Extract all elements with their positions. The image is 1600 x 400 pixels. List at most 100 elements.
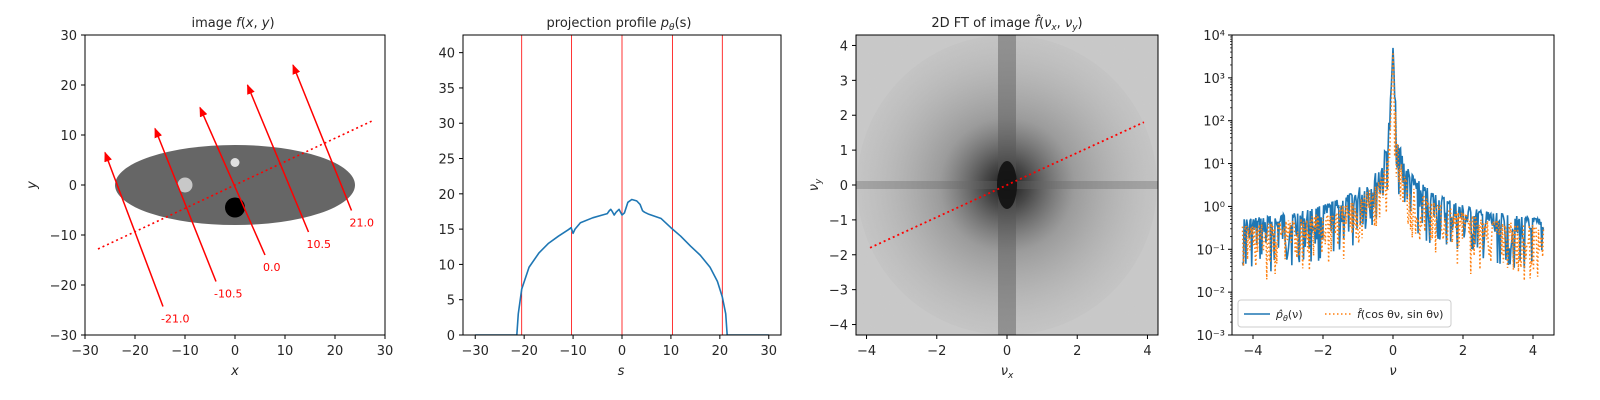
panel-projection-title: projection profile pθ(s) <box>547 16 692 33</box>
y-tick-label: −30 <box>50 329 77 344</box>
y-tick-label: 15 <box>438 223 455 238</box>
y-tick-label: 0 <box>840 179 848 194</box>
y-tick-label: 30 <box>60 29 77 44</box>
y-tick-label: 10⁰ <box>1203 200 1225 215</box>
y-tick-label: 2 <box>840 109 848 124</box>
disc-0 <box>177 177 193 193</box>
image-content <box>97 120 373 250</box>
x-tick-label: 10 <box>663 344 680 359</box>
spectrum-series-0 <box>1241 47 1545 272</box>
y-tick-label: 10⁻² <box>1196 286 1225 301</box>
y-tick-label: 5 <box>447 294 455 309</box>
x-tick-label: 0 <box>1389 344 1397 359</box>
y-tick-label: 10⁻¹ <box>1196 243 1225 258</box>
y-tick-label: −1 <box>829 214 848 229</box>
y-tick-label: 10⁴ <box>1203 29 1225 44</box>
ray-label-1: -10.5 <box>214 288 242 301</box>
y-tick-label: 25 <box>438 153 455 168</box>
y-tick-label: 10 <box>438 258 455 273</box>
x-tick-label: 20 <box>327 344 344 359</box>
disc-1 <box>230 158 240 167</box>
x-tick-label: −30 <box>71 344 98 359</box>
y-tick-label: 30 <box>438 117 455 132</box>
x-tick-label: 0 <box>1003 344 1011 359</box>
x-tick-label: 0 <box>618 344 626 359</box>
x-tick-label: 2 <box>1459 344 1467 359</box>
y-tick-label: 0 <box>447 329 455 344</box>
y-tick-label: 10² <box>1203 115 1225 130</box>
panel-slice-axes: −4 −2 0 2 4 10⁻³ 10⁻² 10⁻¹ 10⁰ 10¹ 10² 10³ 10⁴ ν <box>1196 29 1537 379</box>
y-tick-label: 10⁻³ <box>1196 329 1225 344</box>
ray-label-3: 10.5 <box>307 238 332 251</box>
x-tick-label: −10 <box>171 344 198 359</box>
x-axis-label: s <box>618 364 625 379</box>
y-tick-label: −20 <box>50 279 77 294</box>
panel-fourier-axes: −4 −2 0 2 4 −4 −3 −2 −1 0 1 2 3 4 νx νy <box>807 39 1152 381</box>
x-axis-label: νx <box>1001 364 1014 381</box>
y-tick-label: −2 <box>829 249 848 264</box>
x-tick-label: −10 <box>559 344 586 359</box>
x-tick-label: −30 <box>462 344 489 359</box>
panel-fourier: 2D FT of image f̂(νx, νy) −4 −2 0 2 4−4−3−2−… <box>807 16 1159 381</box>
ray-arrow-3 <box>246 84 310 233</box>
y-tick-label: −3 <box>829 284 848 299</box>
panel-fourier-title: 2D FT of image f̂(νx, νy) <box>931 16 1082 33</box>
panel-slice-frame <box>1231 34 1555 336</box>
y-tick-label: −4 <box>829 319 848 334</box>
y-axis-label: νy <box>807 178 824 191</box>
x-tick-label: −20 <box>510 344 537 359</box>
disc-2 <box>225 197 245 218</box>
slice-content <box>1241 47 1545 281</box>
y-tick-label: 10³ <box>1203 72 1225 87</box>
x-tick-label: 0 <box>231 344 239 359</box>
y-tick-label: 10¹ <box>1203 158 1225 173</box>
y-tick-label: 20 <box>438 188 455 203</box>
ray-annotations: -21.0 -10.5 0.0 10.5 21.0 <box>104 64 375 326</box>
y-tick-label: 0 <box>69 179 77 194</box>
panel-image-title: image f(x, y) <box>191 16 274 31</box>
legend-box <box>1237 299 1452 328</box>
ray-arrow-4 <box>292 64 353 211</box>
y-tick-label: 20 <box>60 79 77 94</box>
ray-label-4: 21.0 <box>350 217 375 230</box>
projection-content <box>475 35 769 335</box>
x-tick-label: 2 <box>1073 344 1081 359</box>
x-tick-label: 20 <box>712 344 729 359</box>
projection-direction-line <box>97 120 373 250</box>
fourier-content <box>856 35 1158 335</box>
panel-slice: −4 −2 0 2 4 10⁻³ 10⁻² 10⁻¹ 10⁰ 10¹ 10² 10³ 10⁴ ν p̂θ(… <box>1196 29 1555 379</box>
y-axis-label: y <box>25 181 40 190</box>
ray-arrow-0 <box>104 151 164 307</box>
x-tick-label: −20 <box>121 344 148 359</box>
y-tick-label: 40 <box>438 47 455 62</box>
y-tick-label: 1 <box>840 144 848 159</box>
x-axis-label: ν <box>1389 364 1396 379</box>
x-tick-label: −2 <box>927 344 946 359</box>
legend-label-0: p̂θ(ν) <box>1275 308 1303 323</box>
panel-image: image f(x, y) -21.0-10.50.010.521.0 −30−… <box>25 16 393 379</box>
y-tick-label: 35 <box>438 82 455 97</box>
x-tick-label: 4 <box>1143 344 1151 359</box>
x-tick-label: −4 <box>1243 344 1262 359</box>
panel-projection-axes: −30 −20 −10 0 10 20 30 0 5 10 15 20 25 30 35 40 s <box>438 47 777 379</box>
projection-profile-line <box>475 198 769 335</box>
ray-label-2: 0.0 <box>263 261 281 274</box>
x-tick-label: 4 <box>1529 344 1537 359</box>
panel-image-axes: −30 −20 −10 0 10 20 30 −30 −20 −10 0 10 20 30 x y <box>25 29 393 379</box>
x-axis-label: x <box>230 364 239 379</box>
y-tick-label: 10 <box>60 129 77 144</box>
x-tick-label: 10 <box>277 344 294 359</box>
legend: p̂θ(ν) f̂(cos θν, sin θν) <box>1237 299 1452 328</box>
panel-projection: projection profile pθ(s) −30 −20 −10 0 10 20 3… <box>438 16 782 379</box>
x-tick-label: −2 <box>1313 344 1332 359</box>
y-tick-label: −10 <box>50 229 77 244</box>
x-tick-label: 30 <box>760 344 777 359</box>
ray-arrow-1 <box>154 127 217 282</box>
y-tick-label: 4 <box>840 39 848 54</box>
ray-label-0: -21.0 <box>161 313 189 326</box>
fourier-slice-line <box>869 121 1145 249</box>
ray-arrow-2 <box>199 106 266 256</box>
x-tick-label: 30 <box>377 344 394 359</box>
y-tick-label: 3 <box>840 74 848 89</box>
